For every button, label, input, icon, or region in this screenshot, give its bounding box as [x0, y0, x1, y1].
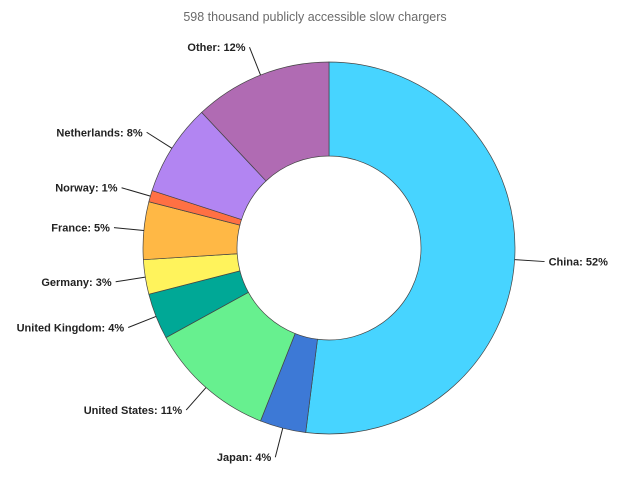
data-label: France: 5% — [51, 223, 110, 235]
data-label: Germany: 3% — [41, 277, 112, 289]
leader-line — [115, 276, 146, 283]
data-label: Japan: 4% — [217, 452, 272, 464]
data-label: Netherlands: 8% — [56, 127, 142, 139]
data-label: Other: 12% — [187, 42, 245, 54]
slice-other — [201, 61, 330, 182]
data-label: China: 52% — [549, 257, 609, 269]
data-label: United Kingdom: 4% — [17, 323, 125, 335]
leader-line — [146, 131, 173, 149]
leader-line — [121, 187, 151, 197]
leader-line — [274, 428, 284, 458]
leader-line — [113, 227, 144, 231]
data-label: United States: 11% — [84, 405, 183, 417]
chart-title: 598 thousand publicly accessible slow ch… — [183, 10, 447, 24]
leader-line — [514, 259, 545, 263]
leader-line — [249, 46, 261, 76]
leader-line — [127, 316, 157, 328]
leader-line — [185, 387, 207, 411]
slice-china — [305, 61, 516, 435]
data-label: Norway: 1% — [55, 183, 118, 195]
